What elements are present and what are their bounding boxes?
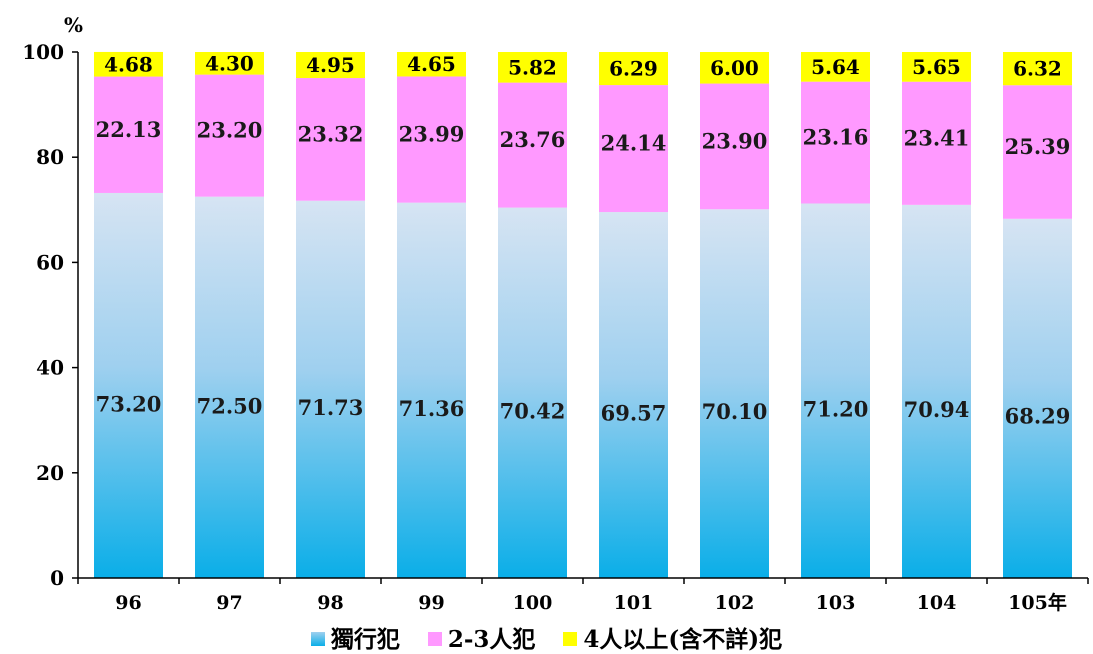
bar-pair-0: [94, 76, 163, 193]
bar-solo-5: [599, 212, 668, 578]
bar-group-0: [94, 51, 163, 77]
value-label-group-2: 4.95: [306, 53, 355, 77]
bar-pair-6: [700, 83, 769, 210]
value-label-solo-8: 70.94: [904, 397, 970, 422]
value-label-group-3: 4.65: [407, 52, 456, 76]
bar-group-4: [498, 52, 567, 83]
bar-solo-4: [498, 207, 567, 578]
bar-solo-3: [397, 202, 466, 578]
value-label-pair-6: 23.90: [702, 128, 768, 153]
bar-solo-8: [902, 204, 971, 579]
bar-group-8: [902, 52, 971, 82]
x-tick-label-4: 100: [513, 592, 553, 614]
x-tick-label-9: 105年: [1008, 591, 1067, 614]
value-label-group-7: 5.64: [811, 55, 860, 79]
bar-solo-2: [296, 200, 365, 578]
bar-pair-4: [498, 82, 567, 208]
y-tick-label-4: 80: [36, 145, 64, 169]
bar-group-3: [397, 52, 466, 77]
legend-label-solo: 獨行犯: [330, 626, 400, 653]
bars-layer: [94, 51, 1072, 579]
bar-pair-8: [902, 81, 971, 205]
bar-pair-7: [801, 81, 870, 204]
bar-group-6: [700, 52, 769, 84]
value-label-group-0: 4.68: [104, 52, 153, 76]
value-label-pair-4: 23.76: [500, 127, 566, 152]
x-tick-label-0: 96: [115, 592, 141, 614]
value-labels-layer: 73.20 22.13 4.68 72.50 23.20 4.30 71.73 23.32 4.…: [96, 51, 1071, 428]
value-label-group-9: 6.32: [1013, 57, 1062, 81]
bar-pair-2: [296, 78, 365, 201]
legend-item-solo: 獨行犯: [310, 620, 400, 654]
value-label-group-5: 6.29: [609, 57, 658, 81]
axes-layer: 96 97 98 99 100 101 102 103 104 105年 0 20 40 60 80 100: [22, 40, 1089, 614]
y-tick-label-3: 60: [36, 250, 64, 274]
value-label-pair-1: 23.20: [197, 118, 263, 143]
y-tick-label-0: 0: [50, 566, 64, 590]
y-unit-label: %: [64, 13, 83, 37]
legend-swatch-group: [563, 632, 578, 646]
x-tick-label-1: 97: [216, 592, 242, 614]
x-tick-label-8: 104: [917, 592, 957, 614]
bar-solo-7: [801, 203, 870, 578]
legend-label-pair: 2-3人犯: [447, 626, 536, 653]
legend-swatch-solo: [310, 632, 325, 646]
bar-pair-3: [397, 76, 466, 203]
y-tick-label-2: 40: [36, 356, 64, 380]
bar-group-7: [801, 52, 870, 82]
value-label-pair-3: 23.99: [399, 122, 465, 147]
value-label-solo-6: 70.10: [702, 399, 768, 424]
legend-swatch-pair: [427, 632, 442, 646]
legend: 獨行犯 2-3人犯 4人以上(含不詳)犯: [0, 620, 1093, 654]
value-label-pair-7: 23.16: [803, 125, 869, 150]
x-tick-label-7: 103: [816, 592, 856, 614]
y-tick-label-5: 100: [22, 40, 64, 64]
bar-group-5: [599, 52, 668, 86]
value-label-solo-2: 71.73: [298, 395, 364, 420]
value-label-solo-3: 71.36: [399, 396, 465, 421]
value-label-pair-9: 25.39: [1005, 134, 1071, 159]
value-label-group-4: 5.82: [508, 55, 557, 79]
x-tick-label-5: 101: [614, 592, 654, 614]
value-label-solo-4: 70.42: [500, 398, 566, 423]
legend-label-group: 4人以上(含不詳)犯: [583, 626, 783, 653]
value-label-pair-2: 23.32: [298, 121, 364, 146]
value-label-solo-9: 68.29: [1005, 403, 1071, 428]
legend-item-pair: 2-3人犯: [427, 620, 536, 654]
value-label-pair-5: 24.14: [601, 131, 667, 156]
bar-group-2: [296, 52, 365, 79]
bar-solo-6: [700, 209, 769, 579]
bar-group-1: [195, 52, 264, 75]
bar-pair-1: [195, 74, 264, 197]
y-tick-label-1: 20: [36, 461, 64, 485]
bar-solo-0: [94, 192, 163, 578]
bar-pair-9: [1003, 85, 1072, 219]
x-tick-label-3: 99: [418, 592, 444, 614]
value-label-solo-1: 72.50: [197, 393, 263, 418]
bar-solo-1: [195, 196, 264, 578]
bar-pair-5: [599, 85, 668, 213]
value-label-solo-5: 69.57: [601, 400, 667, 425]
value-label-pair-0: 22.13: [96, 117, 162, 142]
value-label-pair-8: 23.41: [904, 125, 970, 150]
value-label-group-8: 5.65: [912, 55, 961, 79]
value-label-group-1: 4.30: [205, 51, 254, 75]
value-label-group-6: 6.00: [710, 56, 759, 80]
x-tick-label-6: 102: [715, 592, 755, 614]
bar-solo-9: [1003, 218, 1072, 578]
legend-item-group: 4人以上(含不詳)犯: [563, 620, 782, 654]
bar-group-9: [1003, 52, 1072, 86]
x-tick-label-2: 98: [317, 592, 343, 614]
value-label-solo-7: 71.20: [803, 396, 869, 421]
value-label-solo-0: 73.20: [96, 392, 162, 417]
